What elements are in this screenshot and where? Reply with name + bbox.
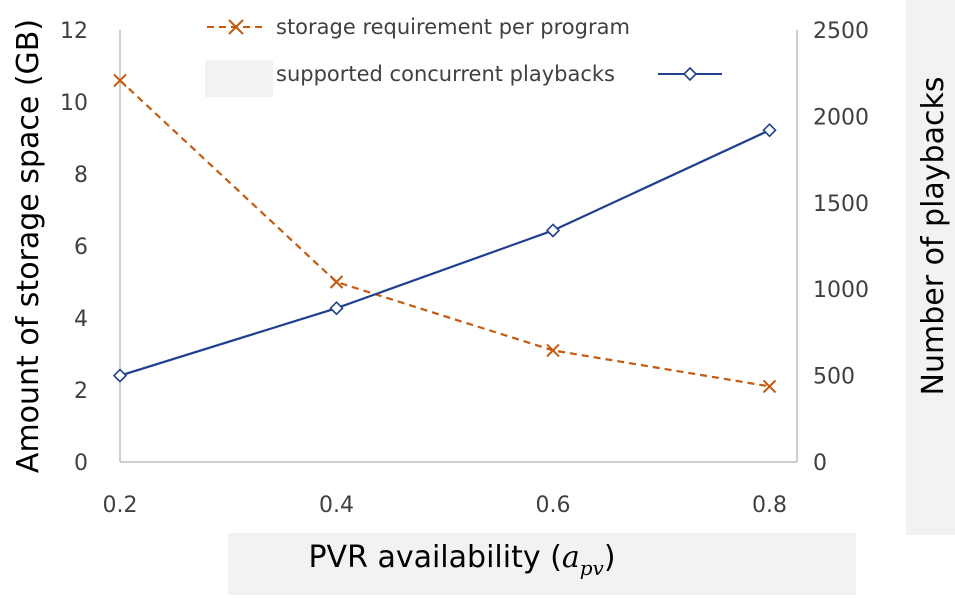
right-tick-label: 500 bbox=[813, 365, 855, 390]
legend-playbacks-label: supported concurrent playbacks bbox=[276, 62, 615, 86]
x-tick-label: 0.4 bbox=[319, 493, 354, 518]
data-point-playbacks bbox=[545, 223, 561, 238]
left-tick-label: 2 bbox=[74, 379, 88, 404]
legend-storage-marker bbox=[228, 19, 244, 35]
legend-playbacks-marker bbox=[682, 66, 698, 82]
data-point-playbacks bbox=[329, 301, 344, 316]
right-axis-ticks: 0 500 1000 1500 2000 2500 bbox=[813, 19, 869, 476]
left-tick-label: 12 bbox=[60, 19, 88, 44]
legend: storage requirement per program supporte… bbox=[207, 15, 722, 86]
series-line-playbacks bbox=[119, 129, 770, 377]
x-axis-title-subscript: pv bbox=[580, 556, 605, 580]
legend-storage-label: storage requirement per program bbox=[276, 15, 630, 39]
left-axis-title: Amount of storage space (GB) bbox=[11, 19, 46, 473]
right-tick-label: 0 bbox=[813, 451, 827, 476]
left-tick-label: 10 bbox=[60, 91, 88, 116]
right-tick-label: 1000 bbox=[813, 278, 869, 303]
x-tick-label: 0.2 bbox=[103, 493, 138, 518]
left-tick-label: 6 bbox=[74, 235, 88, 260]
x-axis-title-symbol: a bbox=[562, 540, 580, 575]
right-tick-label: 2500 bbox=[813, 19, 869, 44]
x-tick-label: 0.6 bbox=[536, 493, 571, 518]
right-axis-title-panel bbox=[906, 0, 955, 535]
data-point-storage bbox=[329, 275, 344, 289]
series-line-storage bbox=[119, 79, 770, 388]
x-axis-ticks: 0.2 0.4 0.6 0.8 bbox=[103, 493, 788, 518]
series-layer bbox=[112, 73, 777, 394]
left-tick-label: 4 bbox=[74, 307, 88, 332]
x-axis-title: PVR availability (apv) bbox=[308, 540, 615, 580]
left-tick-label: 0 bbox=[74, 451, 88, 476]
data-point-playbacks bbox=[762, 123, 777, 138]
legend-panel bbox=[205, 60, 273, 97]
right-tick-label: 1500 bbox=[813, 192, 869, 217]
right-axis-title: Number of playbacks bbox=[916, 77, 951, 396]
x-axis-title-panel bbox=[228, 533, 856, 595]
left-axis-ticks: 0 2 4 6 8 10 12 bbox=[60, 19, 88, 476]
right-tick-label: 2000 bbox=[813, 105, 869, 130]
x-axis-title-main: PVR availability ( bbox=[308, 540, 561, 575]
x-tick-label: 0.8 bbox=[752, 493, 787, 518]
data-point-playbacks bbox=[112, 368, 128, 383]
x-axis-title-close: ) bbox=[604, 540, 616, 575]
data-point-storage bbox=[546, 343, 560, 358]
data-point-storage bbox=[113, 73, 127, 88]
left-tick-label: 8 bbox=[74, 163, 88, 188]
data-point-storage bbox=[762, 379, 777, 394]
